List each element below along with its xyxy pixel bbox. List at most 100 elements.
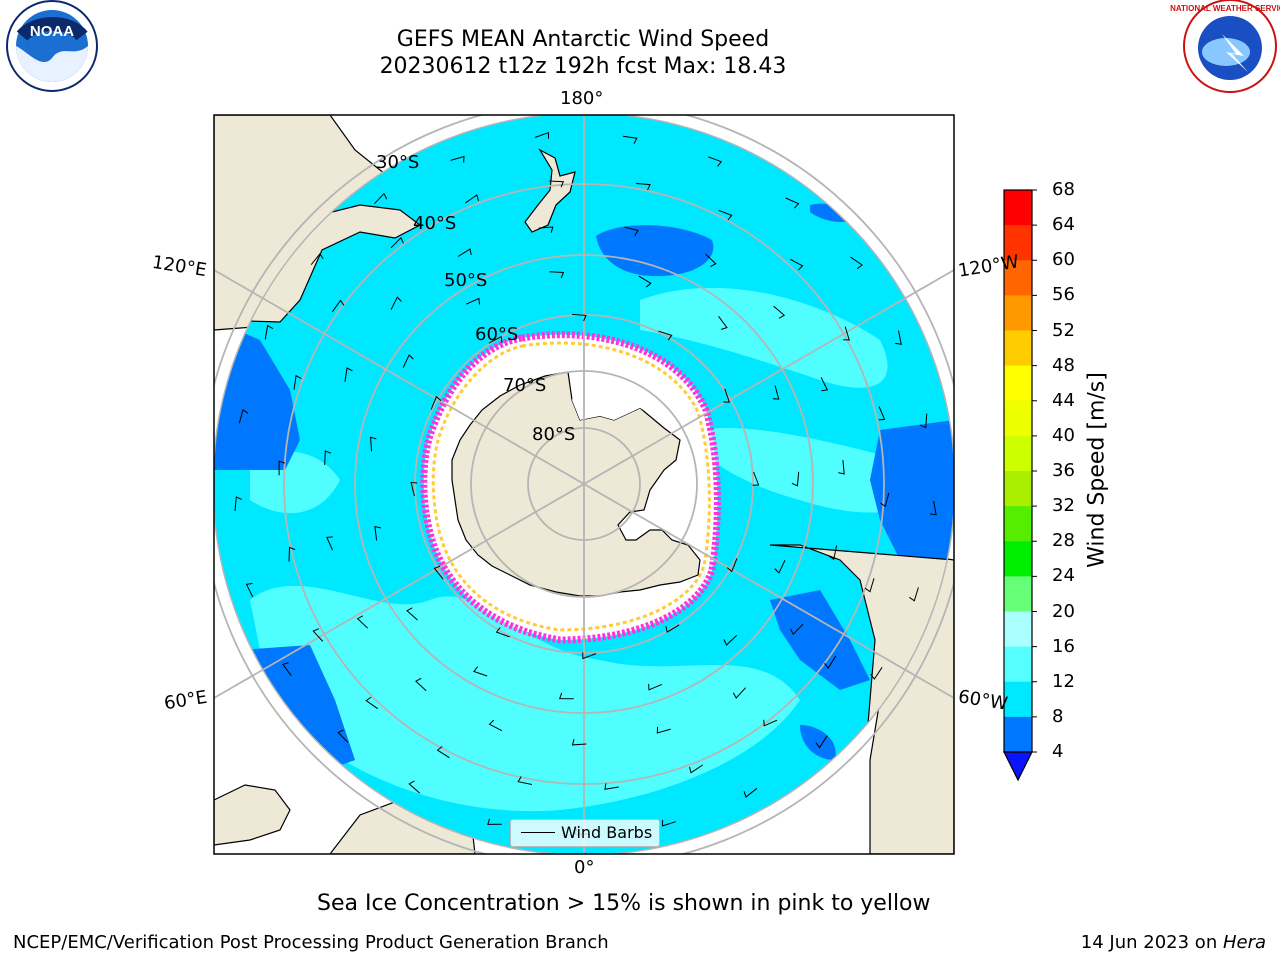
colorbar-segment bbox=[1004, 576, 1032, 612]
wind-barb bbox=[433, 565, 444, 580]
footer-date: 14 Jun 2023 on Hera bbox=[1081, 932, 1266, 953]
chart-title: GEFS MEAN Antarctic Wind Speed bbox=[396, 27, 770, 52]
wind-barb bbox=[648, 683, 663, 691]
wind-barb bbox=[402, 354, 414, 368]
wind-barb bbox=[828, 545, 838, 560]
wind-barb bbox=[920, 413, 928, 429]
wind-barb bbox=[624, 226, 639, 236]
wind-barb bbox=[337, 729, 349, 743]
chart-subtitle: 20230612 t12z 192h fcst Max: 18.43 bbox=[379, 54, 787, 79]
wind-barb bbox=[465, 297, 480, 305]
colorbar-segment bbox=[1004, 681, 1032, 718]
wind-barb bbox=[390, 237, 404, 249]
colorbar-tick-label: 56 bbox=[1052, 284, 1075, 306]
wind-barb bbox=[723, 388, 731, 403]
colorbar-segment bbox=[1004, 435, 1032, 472]
footer-credit: NCEP/EMC/Verification Post Processing Pr… bbox=[13, 932, 609, 953]
wind-barb bbox=[824, 655, 837, 669]
wind-barbs bbox=[234, 131, 937, 835]
wind-barb bbox=[752, 471, 760, 486]
ross-ice-shelf bbox=[572, 372, 660, 420]
wind-barb bbox=[344, 367, 353, 382]
colorbar-tick-label: 28 bbox=[1052, 530, 1075, 552]
wind-barb bbox=[245, 583, 254, 598]
wind-barb bbox=[838, 460, 845, 475]
wind-barb bbox=[264, 324, 274, 340]
wind-barb bbox=[665, 624, 680, 633]
wind-barb bbox=[549, 180, 565, 188]
wind-barb bbox=[415, 677, 427, 692]
lon-label-180: 180° bbox=[560, 88, 604, 109]
wind-barb bbox=[820, 377, 829, 392]
wind-barb bbox=[488, 335, 503, 344]
wind-barb bbox=[457, 248, 472, 257]
wind-barb bbox=[732, 687, 746, 699]
lon-label-0: 0° bbox=[574, 857, 595, 878]
noaa-logo: NOAA bbox=[6, 0, 98, 92]
lat-label-70s: 70°S bbox=[503, 375, 547, 396]
wind-barb bbox=[406, 607, 418, 621]
wind-barb bbox=[636, 183, 651, 191]
wind-barb bbox=[773, 305, 786, 319]
wind-barb bbox=[331, 299, 345, 313]
wind-barb bbox=[880, 492, 890, 508]
colorbar-tick-label: 40 bbox=[1052, 424, 1075, 446]
wind-barb bbox=[430, 395, 442, 410]
wind-barb bbox=[326, 536, 334, 551]
wind-barb bbox=[465, 194, 479, 204]
wind-barb bbox=[370, 436, 377, 452]
colorbar-tick-label: 16 bbox=[1052, 635, 1075, 657]
colorbar-tick-label: 64 bbox=[1052, 214, 1075, 236]
map-frame bbox=[213, 114, 955, 855]
wind-barb bbox=[293, 375, 302, 390]
wind-barb bbox=[473, 666, 488, 677]
colorbar-segment bbox=[1004, 471, 1032, 507]
wind-barb bbox=[374, 525, 381, 541]
wind-barb bbox=[790, 623, 804, 636]
lat-label-80s: 80°S bbox=[532, 424, 576, 445]
wind-barb bbox=[661, 819, 676, 827]
wind-barb bbox=[743, 787, 758, 798]
antarctica bbox=[451, 371, 701, 597]
colorbar-segment bbox=[1004, 365, 1032, 402]
wind-barb bbox=[495, 627, 510, 638]
sea-ice-caption: Sea Ice Concentration > 15% is shown in … bbox=[317, 891, 931, 916]
wind-barb bbox=[535, 131, 549, 139]
colorbar-tick-label: 52 bbox=[1052, 319, 1075, 341]
wind-barb bbox=[538, 226, 554, 233]
wind-barb bbox=[790, 258, 804, 271]
wind-barb bbox=[571, 738, 587, 746]
wind-barb bbox=[390, 296, 402, 310]
colorbar-tick-label: 68 bbox=[1052, 179, 1075, 200]
svg-text:NOAA: NOAA bbox=[30, 23, 74, 40]
wind-barb bbox=[930, 500, 937, 516]
wind-barb bbox=[622, 135, 638, 144]
colorbar-segment bbox=[1004, 541, 1032, 577]
wind-barb bbox=[408, 780, 421, 794]
wind-barb bbox=[763, 719, 778, 727]
wind-barb bbox=[774, 559, 786, 574]
wind-barb bbox=[356, 615, 369, 629]
colorbar bbox=[1003, 189, 1037, 782]
map-legend: Wind Barbs bbox=[510, 819, 660, 847]
wind-barb bbox=[878, 406, 886, 421]
sea-ice-edge-pink bbox=[420, 331, 721, 644]
wind-band-high bbox=[250, 287, 940, 812]
wind-barb bbox=[638, 275, 652, 288]
wind-barb bbox=[791, 471, 800, 487]
wind-barb bbox=[723, 635, 738, 646]
wind-barb bbox=[705, 253, 717, 268]
colorbar-segment bbox=[1004, 506, 1032, 542]
wind-barb bbox=[312, 628, 324, 642]
wind-barb bbox=[571, 313, 587, 322]
footer-date-text: 14 Jun 2023 on bbox=[1080, 932, 1223, 953]
wind-barb bbox=[517, 776, 533, 785]
wind-barb bbox=[909, 587, 919, 602]
wind-barb bbox=[324, 450, 332, 466]
colorbar-tick-label: 32 bbox=[1052, 495, 1075, 517]
colorbar-segment bbox=[1004, 646, 1032, 683]
colorbar-segment bbox=[1004, 190, 1032, 226]
wind-barb bbox=[864, 578, 875, 593]
wind-barb bbox=[726, 558, 738, 573]
